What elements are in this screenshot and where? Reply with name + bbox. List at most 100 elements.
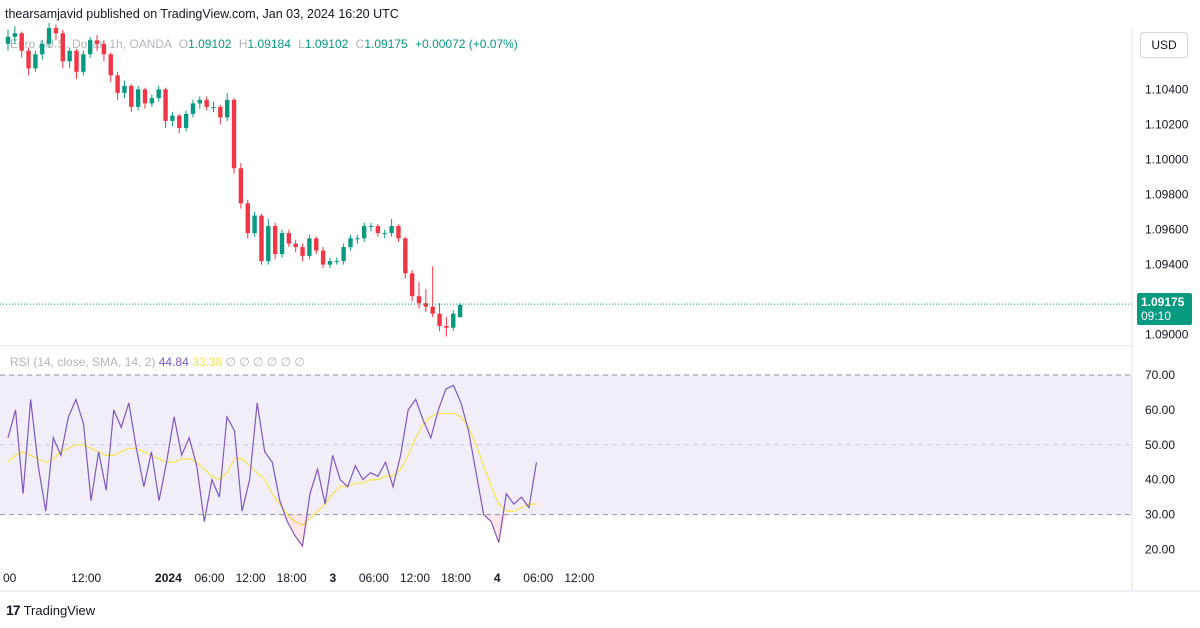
price-tick-label: 1.09400 — [1145, 258, 1189, 272]
price-tick-label: 1.10200 — [1145, 117, 1189, 131]
candle-body — [5, 36, 11, 44]
published-text: thearsamjavid published on TradingView.c… — [5, 7, 399, 21]
rsi-line — [7, 384, 538, 548]
candle-body — [211, 106, 216, 108]
time-tick-label: 06:00 — [359, 571, 389, 585]
rsi-empty-values: ∅ ∅ ∅ ∅ ∅ ∅ — [225, 355, 305, 369]
candle-body — [74, 50, 79, 72]
candle-body — [46, 28, 52, 44]
time-tick-label: 12:00 — [236, 571, 266, 585]
rsi-tick-label: 60.00 — [1145, 403, 1175, 417]
rsi-oversold-fill — [476, 514, 507, 543]
price-tick-label: 1.10400 — [1145, 82, 1189, 96]
candle-body — [238, 168, 244, 204]
candle-body — [389, 226, 394, 234]
price-tick-label: 1.10000 — [1145, 152, 1189, 166]
candle-body — [149, 98, 155, 104]
price-tick-label: 1.09800 — [1145, 188, 1189, 202]
candle-body — [362, 226, 367, 239]
rsi-axis[interactable]: 70.00 60.00 50.00 40.00 30.00 20.00 — [1145, 368, 1175, 557]
candle-body — [286, 233, 292, 244]
candle-body — [334, 261, 339, 263]
rsi-band-fill — [0, 374, 1132, 515]
candle-body — [122, 85, 127, 93]
time-tick-label: 12:00 — [400, 571, 430, 585]
candles — [5, 22, 463, 337]
candle-body — [293, 243, 298, 248]
rsi-label[interactable]: RSI (14, close, SMA, 14, 2) — [10, 355, 156, 369]
candle-body — [396, 226, 401, 239]
candle-body — [437, 313, 442, 326]
candle-body — [218, 106, 223, 118]
rsi-oversold-fill — [279, 514, 310, 547]
candle-body — [382, 233, 387, 235]
rsi-tick-label: 30.00 — [1145, 508, 1175, 522]
candle-body — [156, 89, 161, 99]
time-tick-label: 06:00 — [523, 571, 553, 585]
close-value: 1.09175 — [364, 37, 408, 51]
currency-button[interactable]: USD — [1140, 32, 1188, 58]
candle-body — [252, 215, 257, 234]
footer-brand[interactable]: 17 TradingView — [6, 602, 95, 618]
candle-body — [101, 43, 107, 55]
rsi-value: 44.84 — [158, 355, 189, 369]
rsi-ma-line — [7, 412, 537, 526]
price-axis[interactable]: 1.10400 1.10200 1.10000 1.09800 1.09600 1.094… — [1145, 82, 1189, 341]
high-value: 1.09184 — [247, 37, 291, 51]
change-value: +0.00072 (+0.07%) — [415, 37, 518, 51]
low-value: 1.09102 — [304, 37, 349, 51]
last-price-tag: 1.09175 09:10 — [1137, 293, 1192, 325]
candle-body — [259, 215, 264, 262]
candle-body — [430, 306, 435, 314]
candle-body — [108, 54, 113, 76]
candle-body — [26, 50, 31, 69]
low-label: L — [298, 37, 305, 51]
candle-body — [183, 113, 189, 128]
candle-body — [279, 233, 285, 255]
time-tick-label: 3 — [329, 571, 336, 585]
candle-body — [135, 89, 141, 107]
candle-body — [423, 303, 429, 307]
candle-body — [314, 238, 319, 251]
price-tick-label: 1.09600 — [1145, 223, 1189, 237]
time-tick-label: 18:00 — [277, 571, 307, 585]
candle-body — [327, 261, 333, 265]
candle-body — [170, 115, 175, 121]
candle-body — [190, 103, 196, 114]
price-tick-label: 1.09000 — [1145, 328, 1189, 342]
candle-body — [348, 238, 353, 248]
time-axis[interactable]: 00 12:00 2024 06:00 12:00 18:00 3 06:00 12:00 18:… — [3, 571, 595, 585]
candle-body — [53, 28, 59, 34]
candle-body — [12, 33, 18, 37]
rsi-pane[interactable] — [0, 374, 1132, 548]
candle-body — [81, 54, 86, 72]
tradingview-brand: TradingView — [23, 602, 96, 618]
candle-body — [231, 99, 237, 169]
time-tick-label: 00 — [3, 571, 17, 585]
candle-body — [300, 247, 305, 256]
candle-body — [225, 99, 230, 118]
open-value: 1.09102 — [188, 37, 232, 51]
time-tick-label: 12:00 — [564, 571, 594, 585]
rsi-tick-label: 70.00 — [1145, 368, 1175, 382]
candle-body — [375, 226, 381, 234]
candle-body — [245, 203, 250, 234]
candle-body — [272, 226, 278, 255]
time-tick-label: 4 — [494, 571, 501, 585]
close-label: C — [355, 37, 365, 51]
candle-body — [19, 33, 24, 51]
candle-body — [33, 54, 38, 69]
candle-body — [40, 43, 45, 55]
rsi-tick-label: 50.00 — [1145, 438, 1175, 452]
candle-body — [320, 250, 326, 265]
time-tick-label: 18:00 — [441, 571, 471, 585]
candle-body — [444, 325, 449, 328]
candle-body — [403, 238, 408, 274]
time-tick-label: 12:00 — [71, 571, 101, 585]
candle-body — [115, 75, 120, 93]
candle-body — [163, 89, 168, 121]
rsi-tick-label: 40.00 — [1145, 473, 1175, 487]
candle-body — [204, 99, 209, 107]
candle-body — [368, 226, 374, 228]
